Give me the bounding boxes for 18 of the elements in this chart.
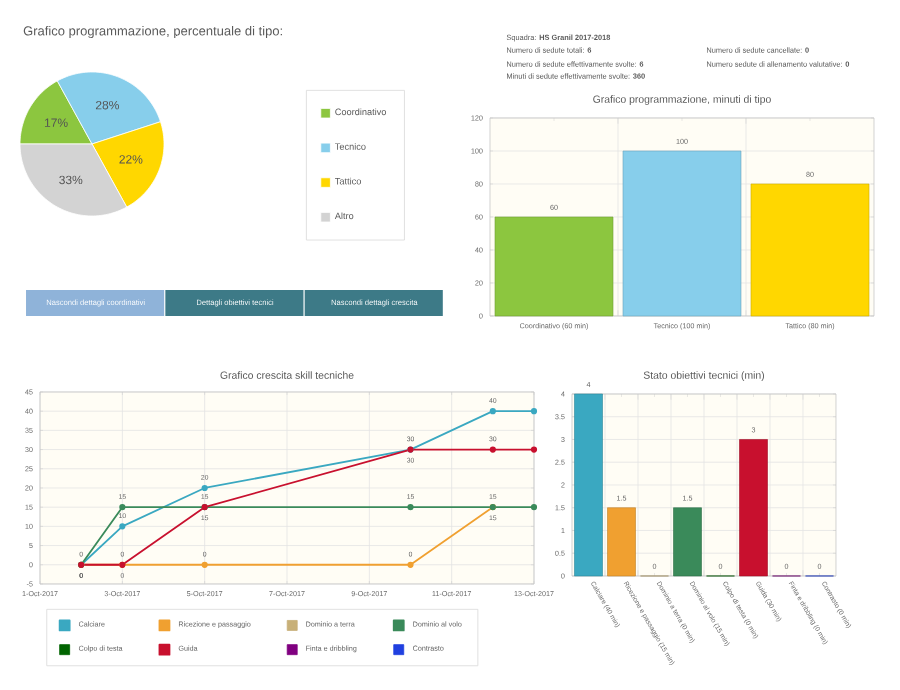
- bar: [739, 439, 768, 577]
- bar: [494, 216, 614, 317]
- point: [407, 504, 414, 511]
- point: [530, 408, 538, 415]
- point: [407, 561, 414, 568]
- point: [530, 504, 538, 511]
- bar: [673, 507, 702, 577]
- point: [489, 446, 496, 453]
- point: [489, 408, 496, 415]
- point: [119, 523, 126, 530]
- point: [201, 561, 208, 568]
- bar: [750, 183, 870, 317]
- bar: [607, 507, 636, 577]
- point: [530, 446, 538, 453]
- point: [201, 484, 208, 492]
- bar: [574, 393, 603, 577]
- point: [119, 504, 126, 511]
- bar: [622, 150, 742, 317]
